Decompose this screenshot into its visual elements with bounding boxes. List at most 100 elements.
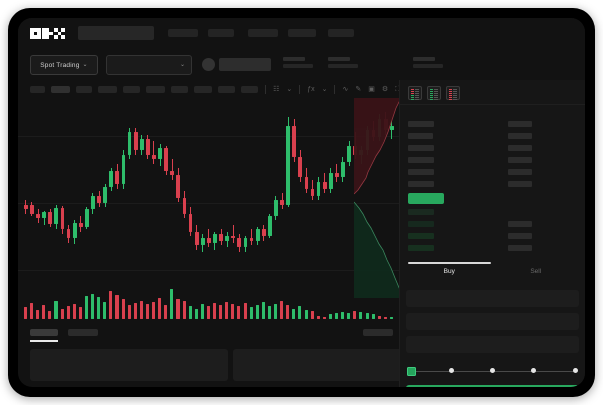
volume-bar (243, 302, 247, 319)
volume-bar (347, 313, 351, 319)
volume-bar (219, 305, 223, 319)
timeframe-3[interactable] (76, 85, 92, 93)
candle (109, 98, 114, 298)
orderbook-view-asks[interactable] (446, 86, 460, 100)
volume-bar (97, 297, 101, 319)
candle (286, 98, 290, 298)
chevron-down-icon-2[interactable]: ⌄ (321, 85, 328, 93)
timeframe-5[interactable] (122, 85, 141, 93)
volume-bar (280, 300, 284, 319)
gridline-3 (18, 270, 400, 271)
stat-last-price (283, 57, 313, 68)
bid-amount (508, 221, 532, 227)
draw-pencil-icon[interactable]: ✎ (355, 85, 362, 93)
timeframe-10[interactable] (240, 85, 259, 93)
candle-body (286, 125, 290, 205)
line-chart-icon[interactable]: ∿ (342, 85, 349, 93)
candle-body (30, 204, 34, 214)
volume-bar (145, 304, 149, 319)
slider-stop-25[interactable] (448, 368, 454, 373)
volume-bar (84, 295, 89, 319)
avatar (202, 58, 215, 71)
order-amount-field[interactable] (406, 313, 579, 330)
volume-bar (42, 305, 46, 319)
order-form-tabs: Buy Sell (406, 262, 579, 286)
order-price-field[interactable] (406, 290, 579, 307)
settings-gear-icon[interactable]: ⚙ (381, 85, 389, 93)
candle-body (158, 148, 162, 160)
candle (133, 98, 138, 298)
depth-ask-line (354, 99, 400, 195)
candle-body (36, 213, 40, 219)
indicators-icon[interactable]: ƒx (307, 85, 315, 93)
price-chart[interactable] (18, 98, 400, 325)
timeframe-7[interactable] (171, 85, 189, 93)
nav-item-2[interactable] (208, 29, 234, 37)
fullscreen-icon[interactable]: ⛶ (395, 85, 400, 93)
nav-item-4[interactable] (288, 29, 316, 37)
slider-stop-100[interactable] (572, 368, 578, 373)
candle-body (225, 236, 229, 241)
nav-item-5[interactable] (328, 29, 354, 37)
nav-item-1[interactable] (168, 29, 198, 37)
candle-body (298, 157, 303, 178)
order-total-field[interactable] (406, 336, 579, 353)
ask-amount (508, 181, 532, 187)
candle-body (103, 186, 108, 204)
volume-bar (158, 298, 162, 319)
orderbook-view-bids[interactable] (427, 86, 441, 100)
candle (335, 98, 339, 298)
bid-price (408, 221, 434, 227)
candle (188, 98, 193, 298)
timeframe-8[interactable] (194, 85, 212, 93)
tab-sell[interactable]: Sell (530, 268, 542, 275)
volume-bar (341, 312, 345, 319)
trading-pair-select[interactable]: ⌄ (106, 55, 192, 75)
orderbook-view-both[interactable] (408, 86, 422, 100)
spot-trading-dropdown[interactable]: Spot Trading ⌄ (30, 55, 98, 75)
volume-bar (48, 310, 52, 319)
order-percent-slider[interactable] (406, 367, 578, 376)
orderbook-divider (400, 104, 585, 105)
candle (328, 98, 333, 298)
timeframe-6[interactable] (146, 85, 166, 93)
slider-stop-75[interactable] (531, 368, 537, 373)
tab-buy[interactable]: Buy (443, 268, 455, 275)
volume-bar (91, 293, 95, 319)
timeframe-2[interactable] (51, 85, 71, 93)
candle-body (267, 215, 272, 237)
ask-price (408, 169, 434, 175)
candle (164, 98, 169, 298)
ask-price (408, 121, 434, 127)
tab-order-history[interactable] (68, 329, 98, 336)
nav-item-3[interactable] (248, 29, 278, 37)
candle-body (341, 161, 345, 178)
timeframe-9[interactable] (217, 85, 235, 93)
tablet-device-frame: Spot Trading ⌄ ⌄ (8, 8, 595, 397)
orders-tabbar (18, 325, 432, 343)
okx-logo-icon[interactable] (30, 28, 68, 39)
ask-amount (508, 133, 532, 139)
place-buy-order-button[interactable] (406, 385, 579, 387)
candle-body (249, 238, 254, 241)
volume-bar (213, 302, 217, 319)
candle-body (164, 148, 169, 171)
slider-handle[interactable] (406, 367, 416, 376)
candle-body (389, 125, 394, 131)
camera-icon[interactable]: ▣ (368, 85, 375, 93)
ask-amount (508, 121, 532, 127)
bottom-panel-left[interactable] (30, 349, 228, 381)
volume-bar (60, 308, 64, 319)
bottom-action-1[interactable] (363, 329, 393, 336)
timeframe-4[interactable] (97, 85, 117, 93)
candle (42, 98, 47, 298)
candlestick-type-icon[interactable]: ☷ (273, 85, 280, 93)
candle-body (206, 238, 211, 243)
chevron-down-icon[interactable]: ⌄ (286, 85, 293, 93)
nav-search-input[interactable] (78, 26, 154, 40)
slider-stop-50[interactable] (490, 368, 495, 373)
bottom-panel-right[interactable] (233, 349, 431, 381)
tab-open-orders[interactable] (30, 329, 58, 336)
timeframe-1[interactable] (30, 85, 46, 93)
candle-body (91, 195, 95, 210)
